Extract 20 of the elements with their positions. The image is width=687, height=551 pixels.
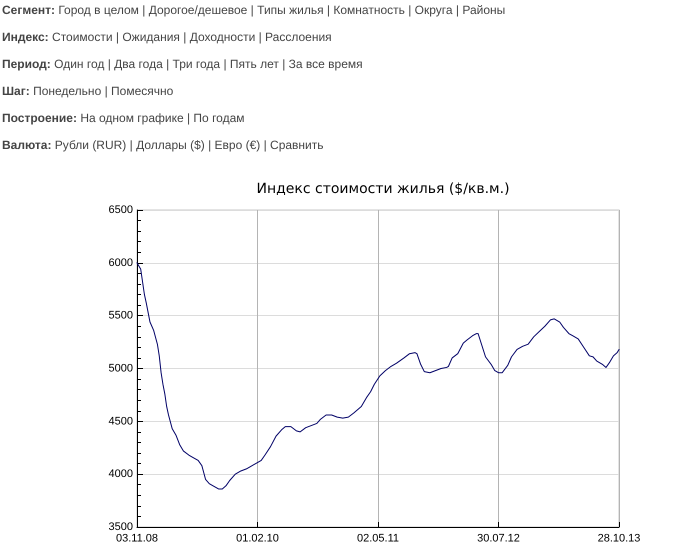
y-tick-label: 6000 <box>108 256 133 269</box>
y-tick-label: 3500 <box>108 521 133 533</box>
text: Период: Один год | Два года | Три года | Пять лет | За все время <box>2 56 364 73</box>
text: Сегмент: Город в целом | Дорогое/дешевое | Типы жилья | Комнатность | Округа | Районы <box>2 2 506 19</box>
y-tick-label: 4000 <box>108 468 133 480</box>
y-tick-label: 6500 <box>108 204 133 216</box>
line-series <box>136 262 620 490</box>
text: Валюта: Рубли (RUR) | Доллары ($) | Евро (€) | Сравнить <box>2 137 325 154</box>
y-tick-label: 4500 <box>108 415 133 428</box>
text: Индекс: Стоимости | Ожидания | Доходности | Расслоения <box>2 29 333 46</box>
x-tick-label: 30.07.12 <box>477 532 520 544</box>
y-tick-label: 5500 <box>108 310 133 322</box>
text: Шаг: Понедельно | Помесячно <box>2 83 174 100</box>
y-tick-label: 5000 <box>108 362 133 374</box>
x-tick-label: 03.11.08 <box>116 532 158 544</box>
chart-title: Индекс стоимости жилья ($/кв.м.) <box>256 181 510 197</box>
x-tick-label: 02.05.11 <box>356 532 400 544</box>
x-tick-label: 01.02.10 <box>236 532 279 544</box>
x-tick-label: 28.10.13 <box>598 532 640 544</box>
text: Построение: На одном графике | По годам <box>2 110 246 127</box>
